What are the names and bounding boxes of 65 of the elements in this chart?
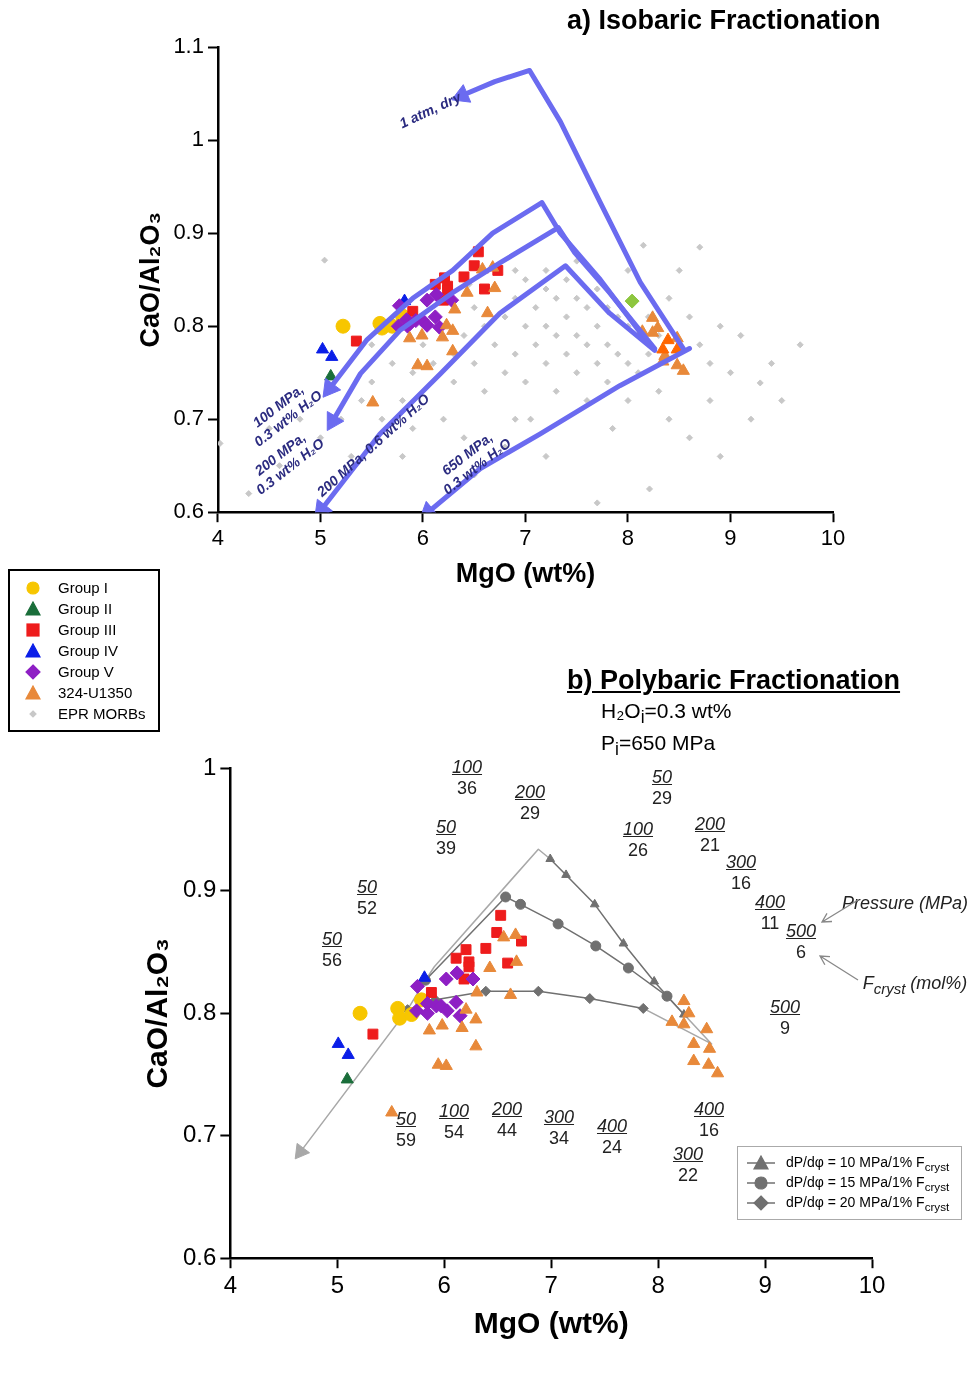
chart-title: a) Isobaric Fractionation [567, 5, 881, 36]
x-tick-label: 5 [314, 525, 327, 551]
y-tick-label: 1.1 [173, 33, 204, 59]
annotation: 100 36 [451, 757, 483, 799]
y-tick-label: 0.9 [182, 875, 217, 903]
y-axis-title: CaO/Al₂O₃ [140, 938, 174, 1089]
y-tick-label: 1 [191, 126, 204, 152]
legend-label: dP/dφ = 10 MPa/1% F$_{cryst}$ [786, 1153, 950, 1173]
y-tick-label: 0.7 [173, 405, 204, 431]
annotation: 400 16 [693, 1099, 725, 1141]
annotation: F$_{cryst}$ (mol%) [862, 973, 968, 997]
legend-label: Group V [58, 663, 114, 681]
x-tick-label: 6 [437, 1271, 451, 1299]
x-tick-label: 5 [330, 1271, 344, 1299]
legend-label: Group IV [58, 642, 119, 660]
x-tick-label: 7 [519, 525, 532, 551]
y-tick-label: 0.8 [182, 997, 217, 1025]
legend-label: EPR MORBs [58, 705, 146, 723]
legend-label: 324-U1350 [58, 684, 133, 702]
x-tick-label: 4 [223, 1271, 238, 1299]
annotation: 100 26 [622, 819, 654, 861]
y-tick-label: 0.6 [182, 1242, 217, 1270]
y-tick-label: 1 [203, 753, 217, 781]
annotation: 1 atm, dry [396, 88, 464, 132]
annotation: 200 44 [491, 1099, 523, 1141]
legend-label: dP/dφ = 15 MPa/1% F$_{cryst}$ [786, 1173, 950, 1193]
legend-label: Group III [58, 621, 117, 639]
x-tick-label: 10 [820, 525, 846, 551]
annotation: 50 52 [356, 877, 378, 919]
x-axis-title: MgO (wt%) [473, 1306, 629, 1340]
x-tick-label: 8 [621, 525, 635, 551]
y-tick-label: 0.7 [182, 1120, 217, 1148]
y-axis-title: CaO/Al₂O₃ [134, 211, 165, 348]
annotation: 300 22 [672, 1144, 704, 1186]
x-tick-label: 9 [724, 525, 737, 551]
annotation: 200 21 [694, 814, 726, 856]
x-tick-label: 8 [651, 1271, 665, 1299]
annotation: 100 54 [438, 1101, 470, 1143]
annotation: 50 59 [395, 1109, 417, 1151]
annotation: 400 24 [596, 1116, 628, 1158]
annotation: 50 29 [651, 767, 673, 809]
annotation: 300 16 [725, 852, 757, 894]
annotation: 50 39 [435, 817, 457, 859]
annotation: 200 29 [514, 782, 546, 824]
y-tick-label: 0.6 [173, 498, 204, 524]
x-tick-label: 9 [758, 1271, 772, 1299]
annotation: 650 MPa, 0.3 wt% H₂O [438, 428, 514, 498]
x-tick-label: 10 [858, 1271, 886, 1299]
x-axis-title: MgO (wt%) [455, 558, 596, 589]
annotation: 300 34 [543, 1107, 575, 1149]
annotation: 400 11 [754, 892, 786, 934]
x-tick-label: 7 [544, 1271, 558, 1299]
chart-title: b) Polybaric Fractionation [567, 665, 901, 696]
legend-label: Group I [58, 579, 109, 597]
annotation: 500 6 [785, 921, 817, 963]
annotation: Pressure (MPa) [841, 892, 969, 914]
y-tick-label: 0.8 [173, 312, 204, 338]
text: H₂O$_{i}$=0.3 wt% P$_{i}$=650 MPa [601, 699, 732, 760]
legend-label: dP/dφ = 20 MPa/1% F$_{cryst}$ [786, 1193, 950, 1213]
annotation: 50 56 [321, 929, 343, 971]
annotation: 500 9 [769, 997, 801, 1039]
y-tick-label: 0.9 [173, 219, 204, 245]
x-tick-label: 6 [416, 525, 430, 551]
legend-label: Group II [58, 600, 113, 618]
x-tick-label: 4 [211, 525, 225, 551]
